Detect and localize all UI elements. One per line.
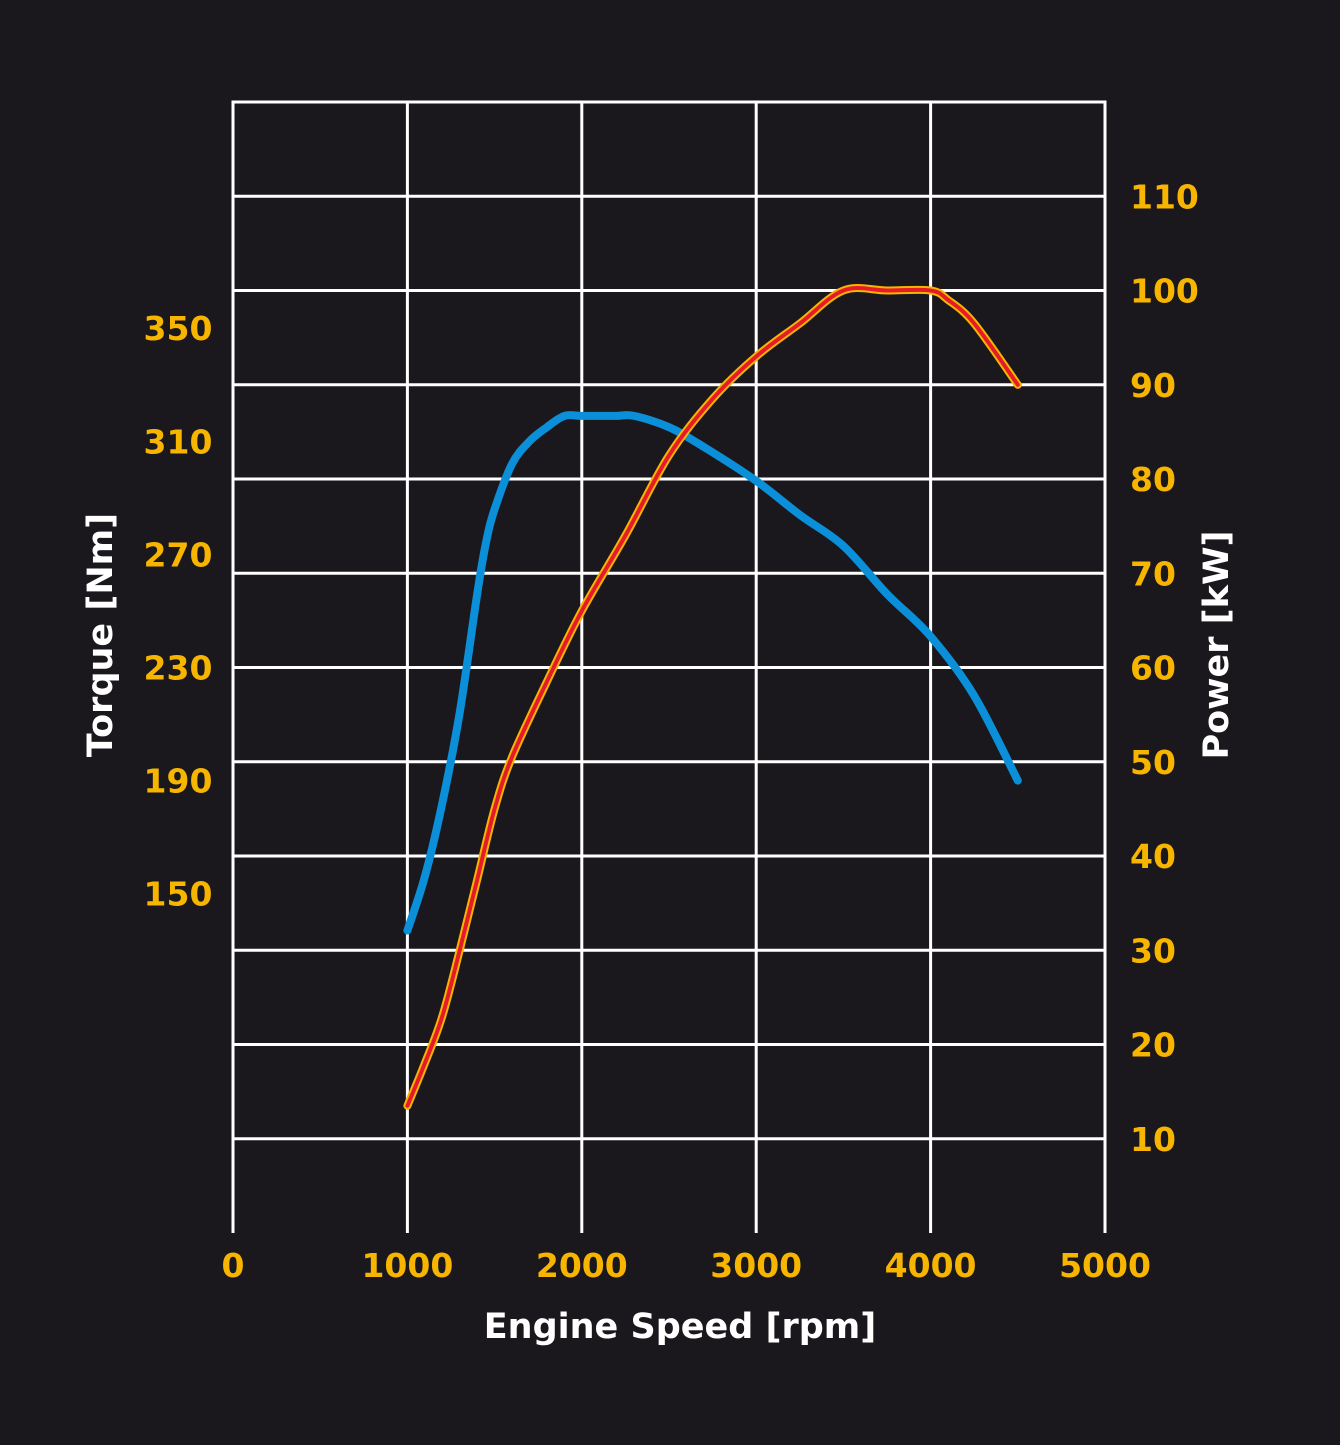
y-left-tick-label: 310 — [144, 422, 213, 461]
y-left-tick-label: 230 — [144, 649, 213, 688]
y-right-tick-label: 70 — [1130, 554, 1176, 593]
series-lines — [403, 284, 1022, 1110]
tick-labels: 0 1000 2000 3000 4000 5000 150 190 230 270 310 350 1… — [144, 177, 1199, 1285]
y-right-tick-label: 30 — [1130, 931, 1176, 970]
y-left-tick-label: 190 — [144, 762, 213, 801]
x-tick-label: 0 — [222, 1246, 245, 1285]
y-right-tick-label: 10 — [1130, 1120, 1176, 1159]
y-axis-left-title: Torque [Nm] — [81, 513, 121, 757]
y-right-tick-label: 110 — [1130, 177, 1199, 216]
y-left-tick-label: 350 — [144, 309, 213, 348]
axis-titles: Engine Speed [rpm] Torque [Nm] Power [kW… — [81, 513, 1237, 1347]
x-tick-label: 4000 — [885, 1246, 977, 1285]
y-left-tick-label: 150 — [144, 875, 213, 914]
x-tick-label: 3000 — [710, 1246, 802, 1285]
y-right-tick-label: 90 — [1130, 366, 1176, 405]
y-right-tick-label: 60 — [1130, 649, 1176, 688]
y-axis-right-title: Power [kW] — [1197, 530, 1237, 759]
x-tick-label: 2000 — [536, 1246, 628, 1285]
y-right-tick-label: 40 — [1130, 837, 1176, 876]
y-right-tick-label: 20 — [1130, 1026, 1176, 1065]
y-left-tick-label: 270 — [144, 535, 213, 574]
power-line-outline — [403, 284, 1022, 1110]
grid — [231, 100, 1107, 1233]
power-line — [405, 286, 1020, 1108]
y-right-tick-label: 50 — [1130, 743, 1176, 782]
torque-line — [403, 411, 1022, 935]
y-right-tick-label: 100 — [1130, 272, 1199, 311]
x-tick-label: 1000 — [361, 1246, 453, 1285]
x-axis-title: Engine Speed [rpm] — [484, 1307, 876, 1347]
y-right-tick-label: 80 — [1130, 460, 1176, 499]
x-tick-label: 5000 — [1059, 1246, 1151, 1285]
